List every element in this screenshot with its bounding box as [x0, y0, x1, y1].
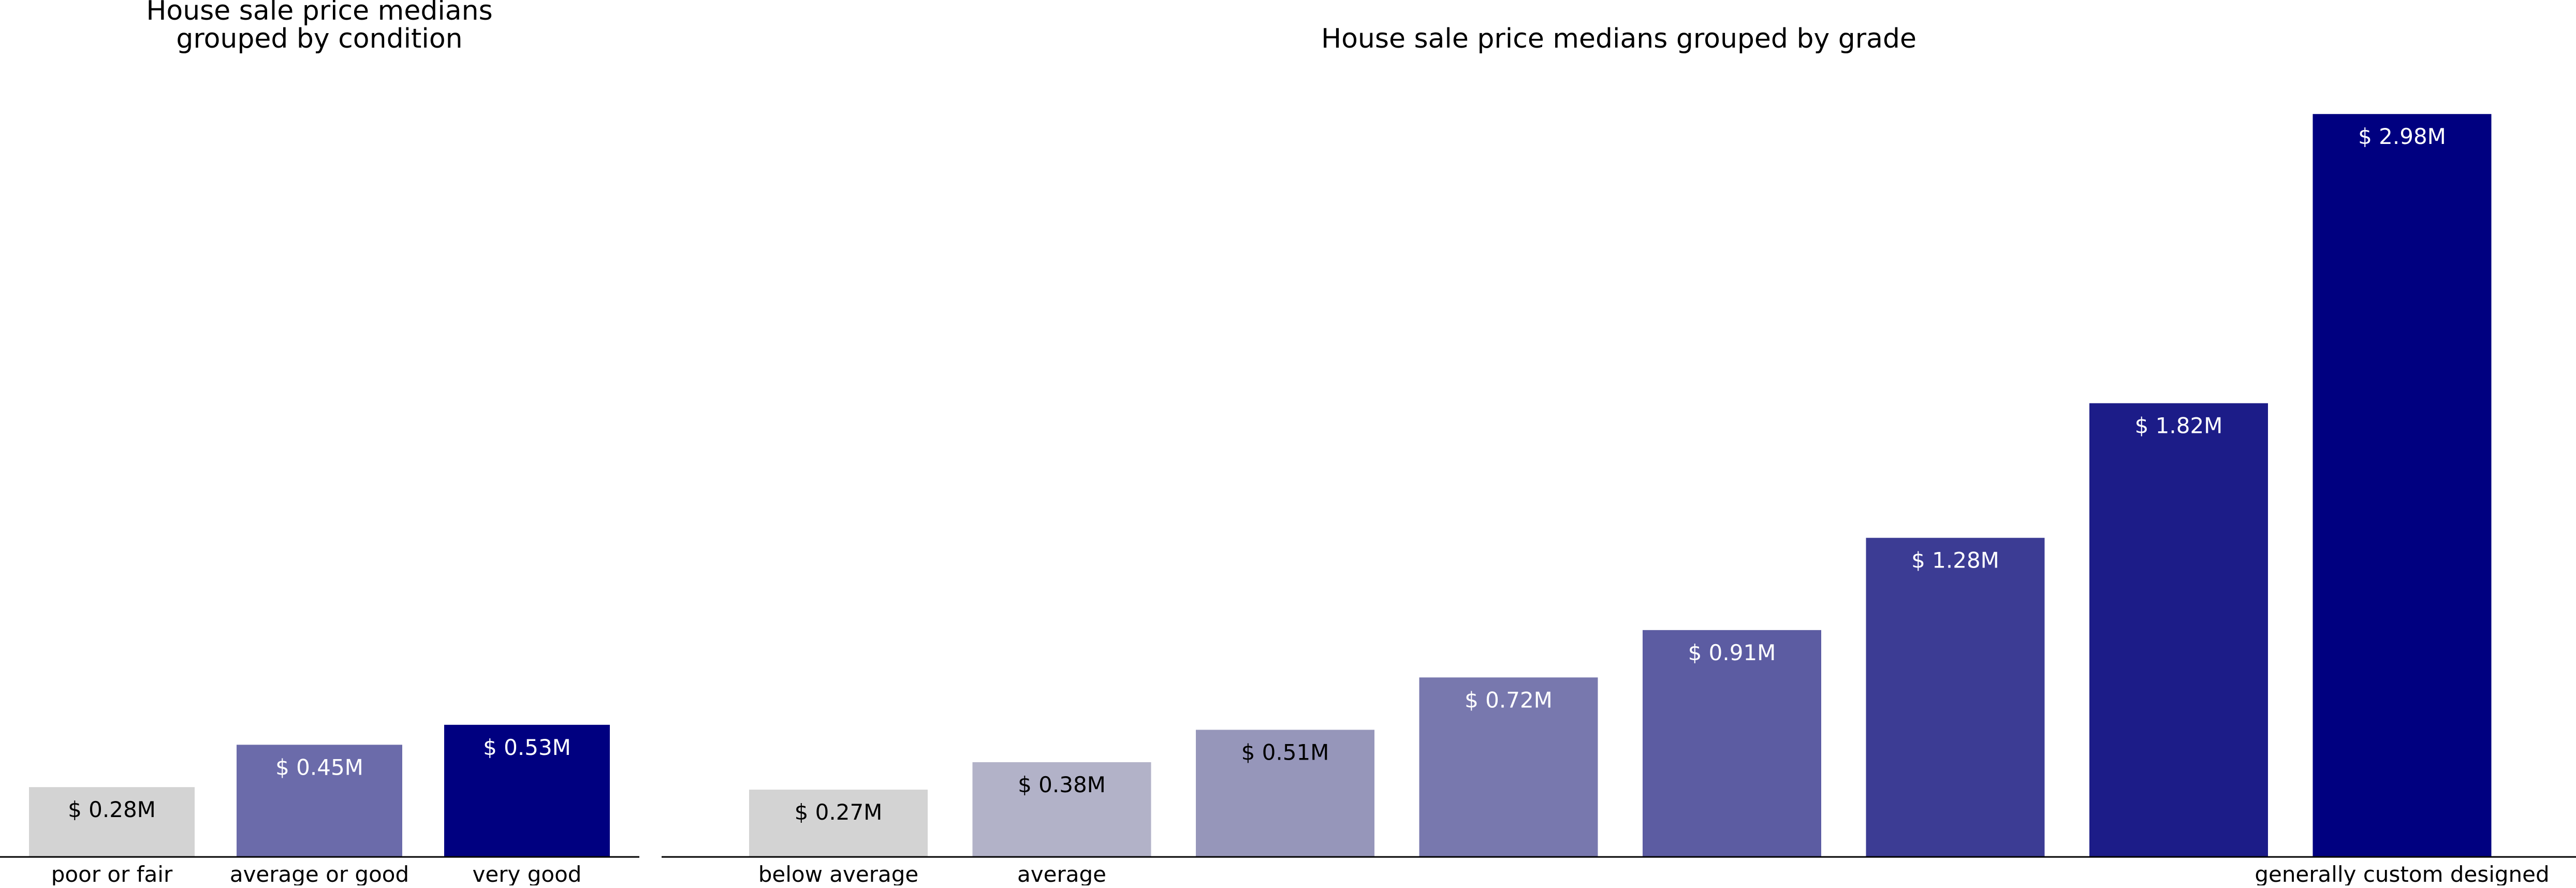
bar [1643, 630, 1821, 857]
x-tick-label: average [1017, 862, 1106, 885]
bar [749, 790, 928, 857]
data-label: $ 0.27M [795, 799, 883, 825]
data-label: $ 0.51M [1241, 739, 1329, 765]
data-label: $ 0.91M [1688, 640, 1776, 665]
x-tick-label: below average [758, 862, 919, 885]
bar [29, 787, 195, 857]
data-label: $ 0.72M [1465, 687, 1553, 712]
data-label: $ 2.98M [2358, 124, 2446, 149]
data-label: $ 0.45M [275, 754, 363, 780]
grade-chart: House sale price medians grouped by grad… [662, 23, 2576, 887]
x-tick-label: very good [473, 862, 582, 885]
bar [972, 762, 1151, 857]
bar [237, 745, 402, 857]
data-label: $ 0.38M [1018, 772, 1106, 797]
chart-title: House sale price medians grouped by grad… [1321, 23, 1916, 54]
bar [2089, 403, 2268, 857]
bar [1866, 537, 2045, 857]
chart-title: grouped by condition [176, 23, 462, 54]
data-label: $ 0.28M [68, 797, 156, 822]
bar [444, 724, 610, 857]
data-label: $ 1.28M [1911, 548, 1999, 573]
data-label: $ 0.53M [483, 735, 571, 760]
bar [1419, 677, 1598, 857]
bar [2312, 114, 2492, 857]
x-tick-label: average or good [230, 862, 409, 885]
data-label: $ 1.82M [2135, 413, 2223, 439]
x-tick-label: generally custom designed [2255, 862, 2549, 885]
bar [1196, 730, 1374, 857]
chart-title: House sale price medians [146, 0, 492, 26]
x-tick-label: poor or fair [51, 862, 173, 885]
